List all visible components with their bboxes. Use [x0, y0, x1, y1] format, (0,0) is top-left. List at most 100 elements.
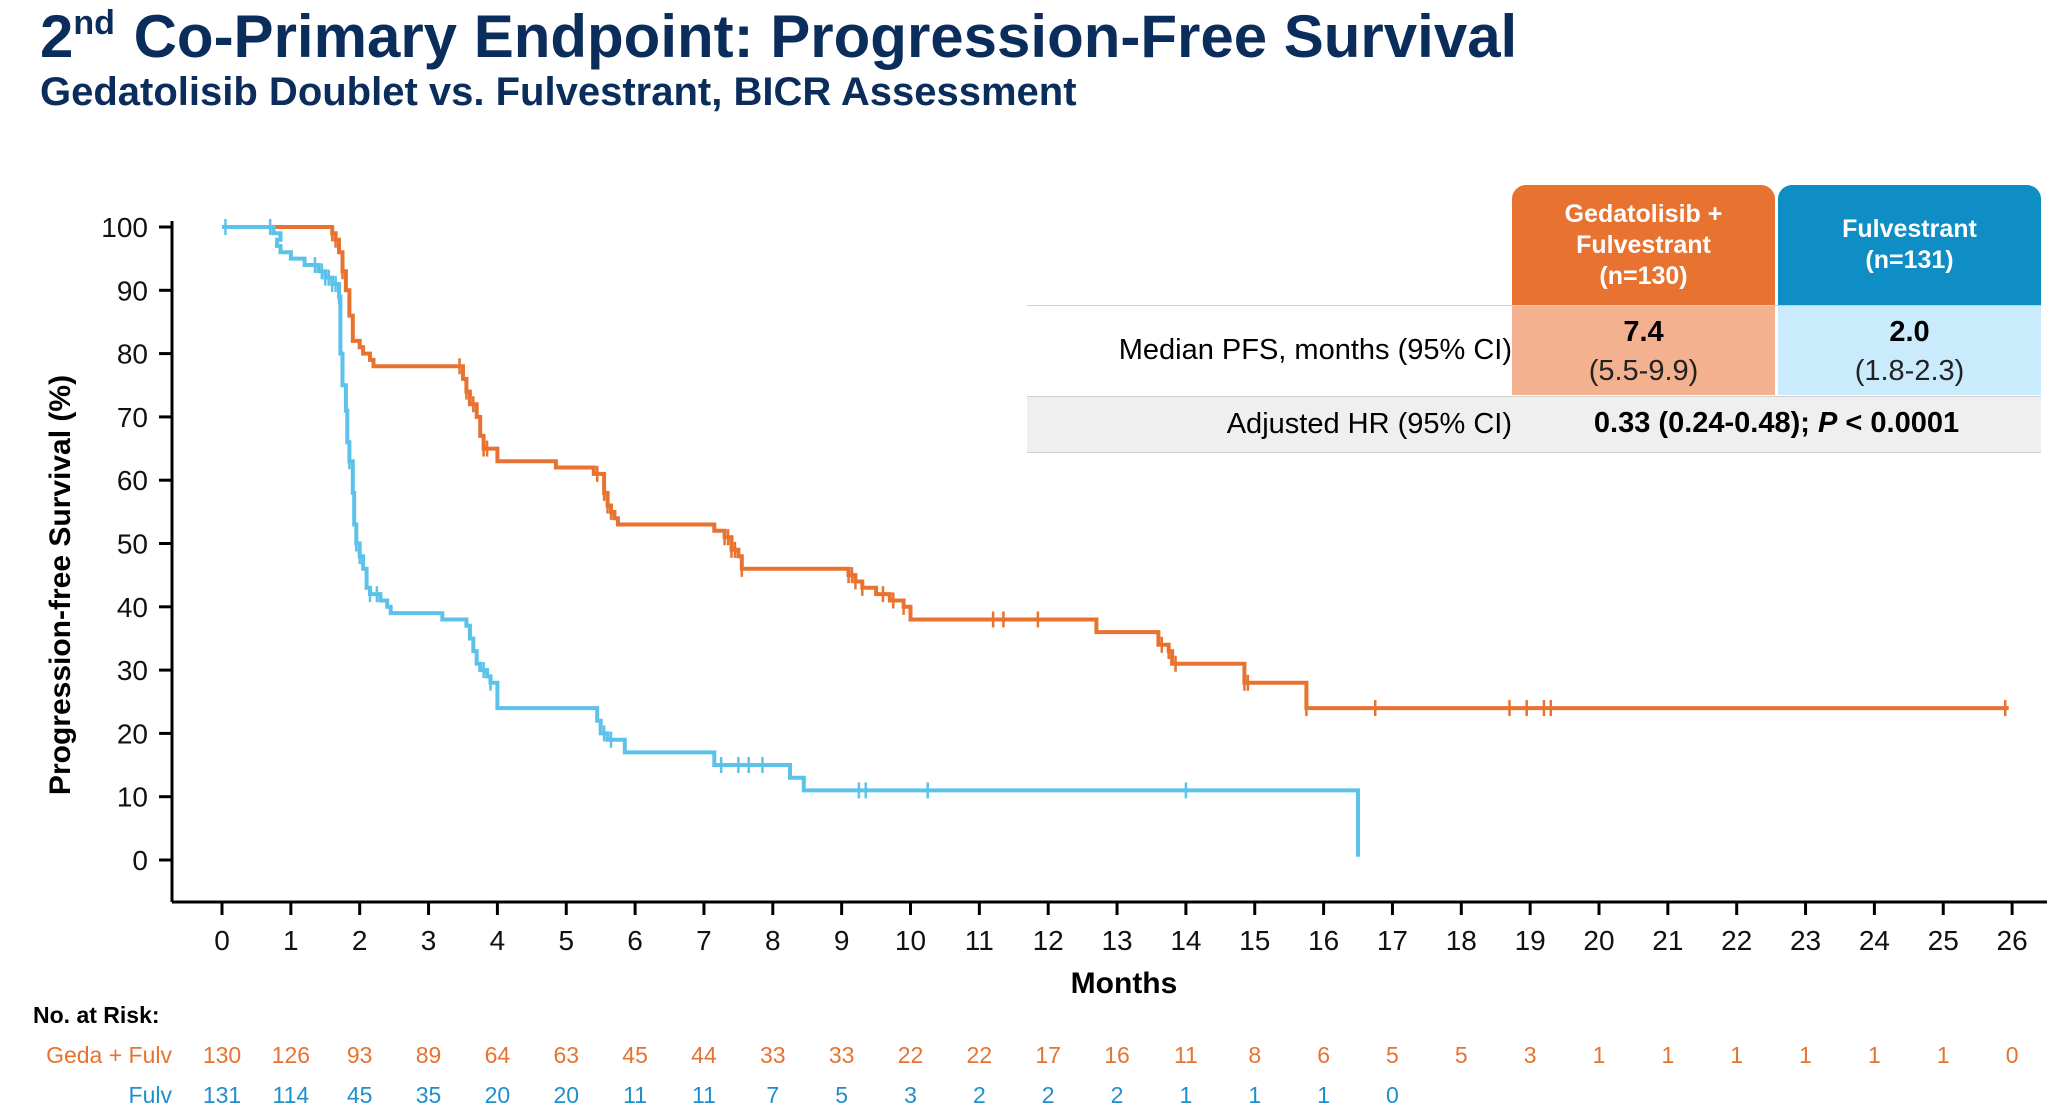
x-tick-label: 16	[1308, 925, 1339, 956]
at-risk-count: 1	[1180, 1082, 1193, 1108]
at-risk-count: 130	[203, 1042, 241, 1068]
at-risk-count: 0	[2006, 1042, 2019, 1068]
header-line: (n=131)	[1865, 246, 1954, 274]
at-risk-count: 6	[1317, 1042, 1330, 1068]
x-tick-label: 8	[765, 925, 781, 956]
at-risk-count: 1	[1593, 1042, 1606, 1068]
x-tick-label: 25	[1928, 925, 1959, 956]
at-risk-count: 1	[1937, 1042, 1950, 1068]
at-risk-count: 1	[1317, 1082, 1330, 1108]
at-risk-count: 22	[967, 1042, 993, 1068]
x-tick-label: 5	[558, 925, 574, 956]
x-tick-label: 3	[421, 925, 437, 956]
title-superscript: nd	[73, 4, 115, 42]
header-line: Gedatolisib +	[1564, 199, 1723, 228]
at-risk-count: 8	[1248, 1042, 1261, 1068]
y-tick-label: 20	[117, 718, 148, 749]
at-risk-count: 1	[1248, 1082, 1261, 1108]
at-risk-count: 11	[1174, 1042, 1198, 1068]
fulv-median-ci: (1.8-2.3)	[1854, 355, 1965, 387]
x-tick-label: 10	[895, 925, 926, 956]
header-line: (n=130)	[1599, 261, 1688, 290]
at-risk-count: 7	[766, 1082, 779, 1108]
at-risk-count: 17	[1035, 1042, 1061, 1068]
at-risk-count: 45	[622, 1042, 648, 1068]
x-tick-label: 6	[627, 925, 643, 956]
page-subtitle: Gedatolisib Doublet vs. Fulvestrant, BIC…	[40, 70, 1077, 114]
x-tick-label: 22	[1721, 925, 1752, 956]
at-risk-count: 5	[1386, 1042, 1399, 1068]
x-tick-label: 9	[834, 925, 850, 956]
y-tick-label: 40	[117, 592, 148, 623]
at-risk-count: 45	[347, 1082, 373, 1108]
at-risk-count: 11	[692, 1082, 716, 1108]
x-tick-label: 14	[1170, 925, 1201, 956]
x-tick-label: 4	[490, 925, 506, 956]
x-tick-label: 19	[1515, 925, 1546, 956]
y-tick-label: 60	[117, 465, 148, 496]
geda-median-cell: 7.4 (5.5-9.9)	[1512, 306, 1775, 395]
at-risk-count: 44	[691, 1042, 717, 1068]
at-risk-count: 11	[623, 1082, 647, 1108]
x-tick-label: 21	[1652, 925, 1683, 956]
at-risk-count: 5	[1455, 1042, 1468, 1068]
at-risk-count: 2	[1042, 1082, 1055, 1108]
x-tick-label: 12	[1033, 925, 1064, 956]
at-risk-count: 20	[553, 1082, 579, 1108]
x-tick-label: 20	[1583, 925, 1614, 956]
chart-series	[222, 219, 2009, 857]
y-tick-label: 0	[132, 845, 148, 876]
at-risk-count: 63	[553, 1042, 579, 1068]
at-risk-count: 22	[898, 1042, 924, 1068]
y-tick-label: 100	[101, 212, 148, 243]
at-risk-count: 5	[835, 1082, 848, 1108]
header-line: Fulvestrant	[1576, 230, 1711, 259]
x-tick-label: 15	[1239, 925, 1270, 956]
fulv-median-cell: 2.0 (1.8-2.3)	[1778, 306, 2041, 395]
at-risk-count: 93	[347, 1042, 373, 1068]
header-line: Fulvestrant	[1842, 215, 1977, 243]
y-tick-label: 70	[117, 402, 148, 433]
at-risk-title: No. at Risk:	[33, 1002, 160, 1028]
at-risk-count: 33	[760, 1042, 786, 1068]
at-risk-count: 33	[829, 1042, 855, 1068]
x-tick-label: 1	[283, 925, 299, 956]
geda-median-value: 7.4	[1623, 316, 1664, 348]
at-risk-label-geda: Geda + Fulv	[46, 1042, 172, 1068]
x-tick-label: 26	[1997, 925, 2028, 956]
y-tick-label: 80	[117, 339, 148, 370]
hazard-ratio-label: Adjusted HR (95% CI)	[1226, 408, 1512, 440]
hazard-ratio-value: 0.33 (0.24-0.48); P < 0.0001	[1593, 407, 1960, 439]
at-risk-count: 20	[485, 1082, 511, 1108]
x-tick-label: 18	[1446, 925, 1477, 956]
at-risk-count: 3	[1524, 1042, 1537, 1068]
at-risk-count: 1	[1799, 1042, 1812, 1068]
y-tick-label: 10	[117, 782, 148, 813]
x-tick-label: 11	[965, 925, 994, 956]
at-risk-count: 89	[416, 1042, 442, 1068]
km-curve-geda	[222, 225, 2009, 711]
hazard-ratio-row: Adjusted HR (95% CI) 0.33 (0.24-0.48); P…	[1027, 396, 2041, 453]
x-tick-label: 7	[696, 925, 712, 956]
x-tick-label: 23	[1790, 925, 1821, 956]
at-risk-count: 126	[272, 1042, 310, 1068]
at-risk-label-fulv: Fulv	[129, 1082, 173, 1108]
y-tick-label: 50	[117, 529, 148, 560]
fulv-median-value: 2.0	[1889, 316, 1930, 348]
at-risk-count: 1	[1661, 1042, 1674, 1068]
x-tick-label: 24	[1859, 925, 1890, 956]
x-tick-label: 2	[352, 925, 368, 956]
page-title: 2nd Co-Primary Endpoint: Progression-Fre…	[40, 3, 1518, 70]
at-risk-count: 0	[1386, 1082, 1399, 1108]
median-pfs-row: Median PFS, months (95% CI) 7.4 (5.5-9.9…	[1027, 305, 2041, 395]
geda-median-ci: (5.5-9.9)	[1588, 355, 1699, 387]
x-tick-label: 13	[1101, 925, 1132, 956]
median-pfs-label: Median PFS, months (95% CI)	[1118, 334, 1512, 366]
at-risk-table: 130 126 93 89 64 63 45 44 33 33 22 22 17 16 11 8 6 5 5 3 1 1 1…	[203, 1042, 2019, 1108]
at-risk-count: 64	[485, 1042, 511, 1068]
table-header-gedatolisib: Gedatolisib + Fulvestrant (n=130)	[1512, 185, 1775, 305]
at-risk-count: 1	[1730, 1042, 1743, 1068]
y-tick-label: 90	[117, 275, 148, 306]
